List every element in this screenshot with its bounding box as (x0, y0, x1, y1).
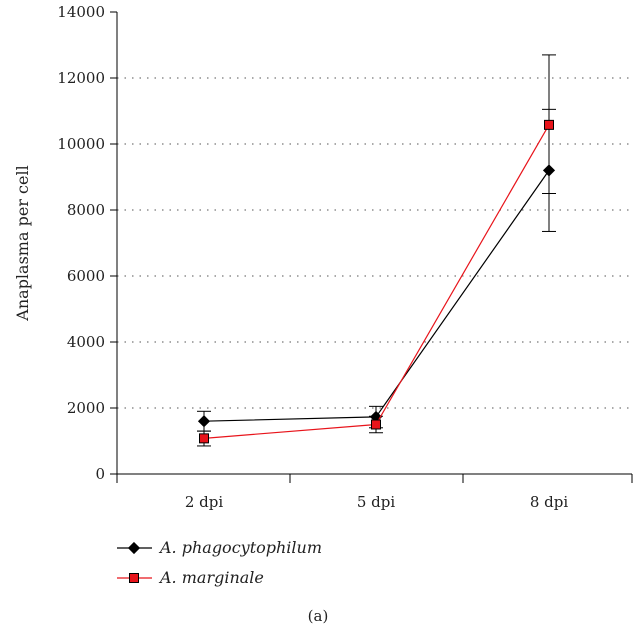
legend-marker (127, 541, 141, 555)
y-tick-label: 4000 (67, 333, 105, 351)
legend-label: A. marginale (158, 568, 264, 587)
y-tick-label: 8000 (67, 201, 105, 219)
y-axis-title: Anaplasma per cell (13, 165, 32, 321)
axes (116, 12, 632, 475)
legend-label: A. phagocytophilum (158, 538, 322, 557)
series-line (203, 124, 550, 439)
series-a-phagocytophilum (197, 54, 556, 432)
legend-item: A. marginale (117, 568, 264, 587)
figure-caption: (a) (308, 607, 329, 625)
data-point (371, 419, 381, 430)
legend: A. phagocytophilum A. marginale (117, 538, 322, 587)
legend-item: A. phagocytophilum (117, 538, 322, 557)
x-tick-label: 8 dpi (530, 493, 569, 511)
series-layer (197, 54, 556, 447)
y-tick-label: 6000 (67, 267, 105, 285)
y-tick-label: 10000 (57, 135, 105, 153)
x-axis-ticks: 2 dpi 5 dpi 8 dpi (116, 474, 633, 511)
y-tick-label: 0 (95, 465, 105, 483)
x-tick-label: 2 dpi (185, 493, 224, 511)
data-point (544, 119, 554, 130)
data-point (199, 433, 209, 444)
x-tick-label: 5 dpi (357, 493, 396, 511)
y-tick-label: 2000 (67, 399, 105, 417)
series-a-marginale (197, 108, 556, 447)
y-tick-label: 14000 (57, 3, 105, 21)
legend-marker (129, 573, 139, 583)
series-line (203, 170, 550, 422)
y-axis-ticks: 0 2000 4000 6000 8000 10000 12000 14000 (57, 3, 117, 483)
data-point (197, 415, 211, 428)
gridlines (117, 77, 632, 409)
y-tick-label: 12000 (57, 69, 105, 87)
